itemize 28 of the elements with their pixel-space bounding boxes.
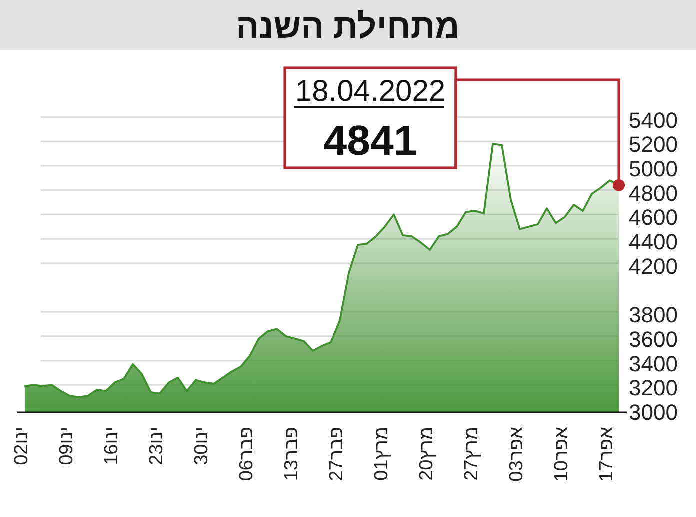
x-tick-label: 27פבר bbox=[326, 427, 348, 482]
y-tick-label: 5000 bbox=[629, 156, 678, 182]
chart-title: מתחילת השנה bbox=[236, 8, 460, 46]
x-tick-label: 01מרץ bbox=[372, 427, 392, 481]
y-tick-label: 3400 bbox=[629, 351, 678, 376]
x-tick-label: 13פבר bbox=[282, 427, 302, 482]
x-tick-label: 02ינו bbox=[12, 427, 32, 466]
x-tick-label: 09ינו bbox=[56, 427, 78, 466]
y-tick-label: 4400 bbox=[629, 230, 678, 255]
x-tick-label: 10אפר bbox=[552, 426, 572, 482]
x-tick-label: 16ינו bbox=[102, 427, 122, 466]
annotations: 18.04.2022 bbox=[294, 75, 446, 108]
x-tick-label: 17אפר bbox=[596, 426, 618, 482]
x-tick-label: 06פבר bbox=[236, 427, 258, 482]
x-tick-label: 23ינו bbox=[146, 427, 168, 466]
y-tick-label: 5200 bbox=[629, 132, 678, 158]
y-tick-label: 3200 bbox=[629, 376, 678, 401]
y-tick-label: 4200 bbox=[629, 254, 678, 279]
x-tick-label: 03אפר bbox=[506, 426, 528, 482]
y-tick-label: 3800 bbox=[629, 302, 678, 328]
x-tick-label: 20מרץ bbox=[416, 427, 438, 481]
y-tick-label: 5400 bbox=[629, 108, 678, 133]
y-tick-label: 4800 bbox=[629, 180, 678, 206]
x-tick-label: 27מרץ bbox=[462, 427, 482, 481]
y-tick-label: 3000 bbox=[629, 400, 678, 425]
y-tick-label: 4600 bbox=[629, 205, 678, 230]
x-tick-label: 30ינו bbox=[192, 427, 212, 466]
y-tick-label: 3600 bbox=[629, 326, 678, 352]
